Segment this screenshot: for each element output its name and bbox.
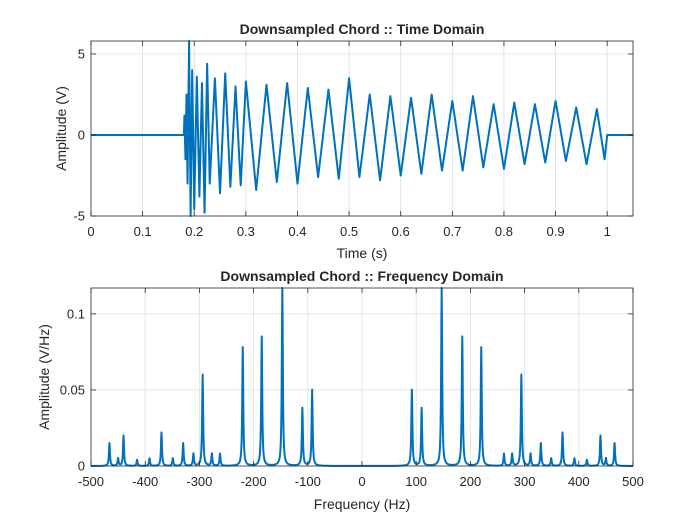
time-signal-line [91,40,633,217]
x-tick-label: 0.5 [340,224,358,239]
time-xlabel: Time (s) [337,245,388,261]
frequency-domain-axes: -500 -400 -300 -200 -100 0 100 200 300 400 500 0 0.0… [36,268,644,512]
x-tick-label: 400 [568,474,590,489]
x-tick-label: 100 [405,474,427,489]
freq-ylabel: Amplitude (V/Hz) [36,324,52,430]
x-tick-label: 200 [460,474,482,489]
time-ticks: 0 0.1 0.2 0.3 0.4 0.5 0.6 0.7 0.8 0.9 1-505 [73,41,633,239]
y-tick-label: 0.05 [60,382,85,397]
y-tick-label: 5 [78,46,85,61]
x-tick-label: -400 [132,474,158,489]
freq-ticks: -500 -400 -300 -200 -100 0 100 200 300 400 500 0 0.0… [60,288,644,489]
x-tick-label: 300 [514,474,536,489]
time-domain-axes: 0 0.1 0.2 0.3 0.4 0.5 0.6 0.7 0.8 0.9 1-505 Downsa… [53,21,634,261]
x-tick-label: 0.4 [288,224,306,239]
time-ylabel: Amplitude (V) [53,86,69,171]
x-tick-label: 0.8 [495,224,513,239]
time-axes-box [90,40,634,217]
x-tick-label: 0.3 [237,224,255,239]
freq-xlabel: Frequency (Hz) [314,496,410,512]
time-title: Downsampled Chord :: Time Domain [240,21,485,37]
y-tick-label: -5 [73,209,85,224]
x-tick-label: 0.2 [185,224,203,239]
x-tick-label: -300 [186,474,212,489]
x-tick-label: -200 [241,474,267,489]
x-tick-label: 0.1 [134,224,152,239]
time-plot-area [91,41,633,216]
x-tick-label: 0 [358,474,365,489]
x-tick-label: 0.7 [443,224,461,239]
y-tick-label: 0.1 [67,306,85,321]
x-tick-label: 500 [622,474,644,489]
freq-grid [91,288,633,466]
x-tick-label: 1 [604,224,611,239]
x-tick-label: 0.6 [392,224,410,239]
x-tick-label: -500 [78,474,104,489]
x-tick-label: 0 [87,224,94,239]
y-tick-label: 0 [78,459,85,474]
freq-title: Downsampled Chord :: Frequency Domain [220,268,503,284]
y-tick-label: 0 [78,127,85,142]
time-series [91,40,633,217]
x-tick-label: 0.9 [547,224,565,239]
x-tick-label: -100 [295,474,321,489]
